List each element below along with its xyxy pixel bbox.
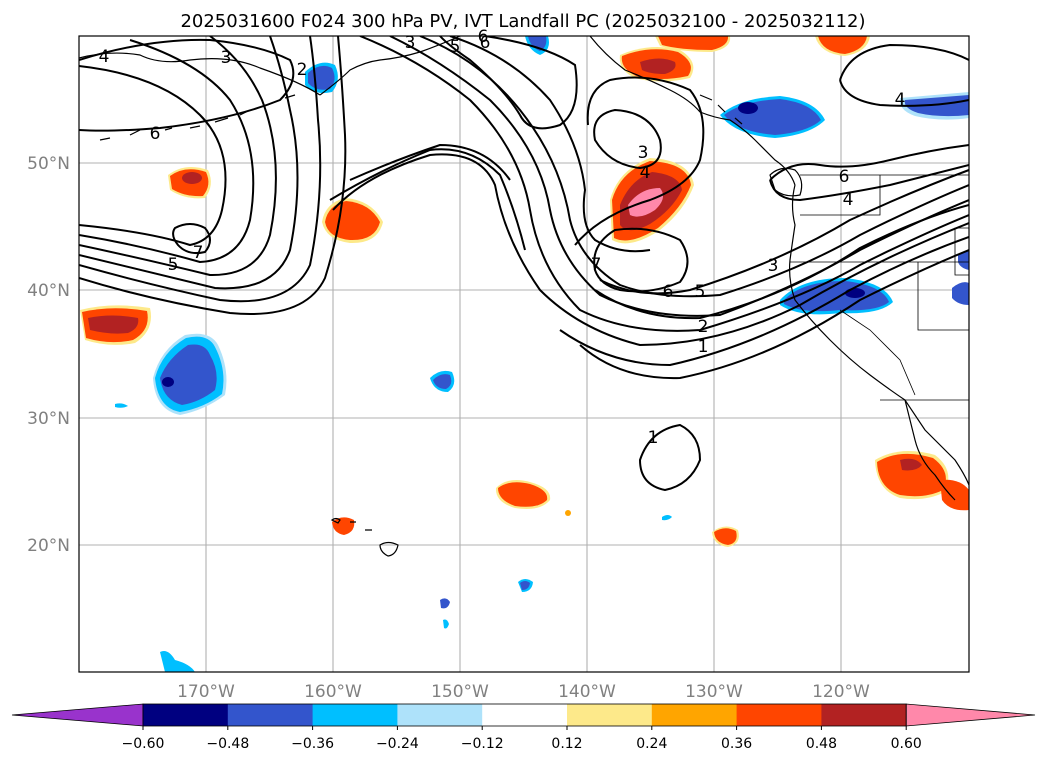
contour-label: 6 [663,282,674,302]
contour-label: 5 [168,255,179,275]
contour-label: 4 [640,163,651,183]
contour-label: 3 [638,143,649,163]
contour-label: 6 [839,167,850,187]
contour-label: 5 [695,282,706,302]
colorbar-tick-label: −0.60 [122,736,165,752]
colorbar-tick-label: −0.24 [376,736,419,752]
lon-label: 160°W [304,682,362,702]
colorbar-swatch [397,704,483,726]
contour-label: 7 [591,255,602,275]
contour-labels: 4 3 2 6 7 5 3 6 5 6 3 4 7 6 5 2 1 1 4 6 … [99,27,906,448]
colorbar-swatch [227,704,314,726]
colorbar-tick-label: 0.12 [551,736,582,752]
contour-label: 5 [450,37,461,57]
colorbar-outline [142,703,907,727]
contour-label: 3 [405,33,416,53]
contour-label: 4 [895,90,906,110]
lat-label: 30°N [27,409,70,429]
political-borders [790,174,969,401]
colorbar-swatch [312,704,398,726]
colorbar-swatch [651,704,738,726]
contour-label: 4 [843,190,854,210]
colorbar-tick-label: 0.24 [636,736,667,752]
longitude-labels: 170°W 160°W 150°W 140°W 130°W 120°W [177,682,870,702]
colorbar-swatch [482,704,568,726]
colorbar-swatch [143,704,229,726]
lat-label: 50°N [27,154,70,174]
lon-label: 150°W [431,682,489,702]
coastlines [79,36,969,557]
figure-title: 2025031600 F024 300 hPa PV, IVT Landfall… [180,11,865,32]
contour-label: 3 [768,256,779,276]
contour-label: 3 [221,48,232,68]
lon-label: 130°W [685,682,743,702]
map-content [79,36,969,672]
colorbar-tick-label: −0.12 [461,736,504,752]
colorbar-tick-label: −0.48 [206,736,249,752]
contour-label: 6 [478,27,489,47]
contour-label: 7 [193,243,204,263]
contour-label: 2 [698,317,709,337]
lat-label: 40°N [27,281,70,301]
colorbar-swatch [736,704,822,726]
colorbar-swatch [567,704,653,726]
gridlines [79,36,969,672]
colorbar: −0.60 −0.48 −0.36 −0.24 −0.12 0.12 0.24 0.36 0.4… [11,703,1036,752]
colorbar-extend-high [905,703,1036,727]
colorbar-extend-low [11,703,144,727]
colorbar-swatch [821,704,907,726]
lon-label: 120°W [812,682,870,702]
colorbar-tick-label: 0.60 [891,736,922,752]
contour-label: 2 [297,60,308,80]
contour-label: 6 [150,124,161,144]
pv-contours [79,36,969,492]
lon-label: 140°W [558,682,616,702]
lat-label: 20°N [27,536,70,556]
colorbar-tick-label: −0.36 [291,736,334,752]
contour-label: 1 [698,337,709,357]
contour-label: 6 [480,33,491,53]
lon-label: 170°W [177,682,235,702]
colorbar-tick-label: 0.36 [721,736,752,752]
contour-label: 4 [99,47,110,67]
map-frame [78,35,970,673]
colorbar-tick-label: 0.48 [806,736,837,752]
contour-label: 1 [648,428,659,448]
latitude-labels: 50°N 40°N 30°N 20°N [27,154,70,556]
